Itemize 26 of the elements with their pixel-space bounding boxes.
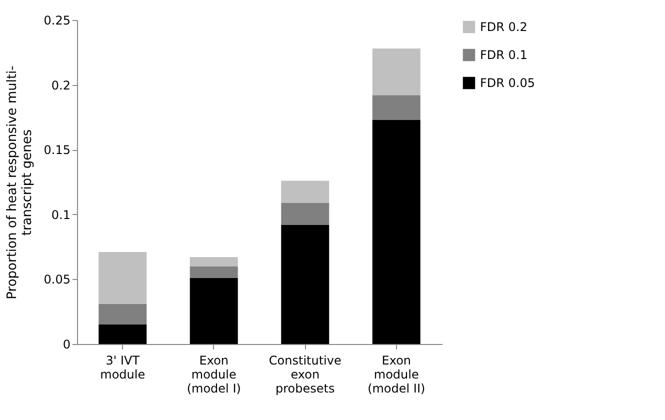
- bar: [98, 252, 147, 304]
- bar: [281, 224, 330, 344]
- bar: [190, 278, 238, 344]
- bar: [281, 202, 330, 225]
- y-tick-label: 0.15: [44, 143, 70, 158]
- y-tick-label: 0.2: [51, 78, 70, 92]
- bar: [190, 266, 238, 278]
- y-tick-label: 0.25: [44, 14, 70, 28]
- bar: [372, 95, 420, 120]
- bar: [372, 120, 420, 344]
- bar: [98, 304, 147, 325]
- legend-label: FDR 0.1: [480, 48, 528, 62]
- x-tick-label: 3' IVT module: [100, 354, 146, 382]
- bar: [372, 48, 420, 96]
- x-tick-label: Constitutive exon probesets: [268, 354, 342, 396]
- x-tick-label: Exon module (model I): [186, 354, 241, 396]
- legend-label: FDR 0.2: [480, 20, 528, 34]
- legend-label: FDR 0.05: [480, 76, 536, 90]
- y-tick-label: 0.1: [51, 208, 70, 222]
- x-tick-label: Exon module (model II): [368, 354, 426, 396]
- y-tick-label: 0.05: [44, 272, 70, 287]
- y-tick-label: 0: [62, 338, 70, 352]
- y-axis-title: Proportion of heat responsive multi- transcript genes: [4, 65, 35, 300]
- bar: [190, 257, 238, 266]
- bar: [98, 324, 147, 344]
- bar: [281, 180, 330, 203]
